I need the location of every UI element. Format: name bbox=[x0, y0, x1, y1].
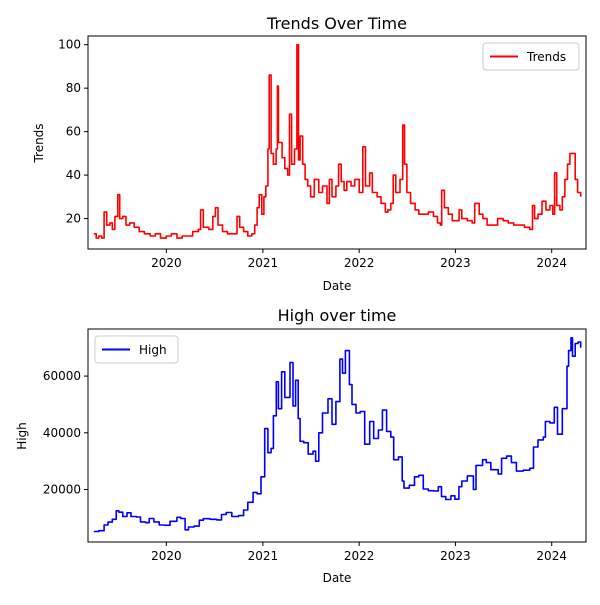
y-tick-label: 60000 bbox=[43, 369, 81, 383]
y-tick-label: 20 bbox=[66, 212, 81, 226]
x-tick-label: 2022 bbox=[344, 549, 375, 563]
x-tick-label: 2020 bbox=[151, 549, 182, 563]
legend: High bbox=[94, 335, 179, 364]
chart-title: Trends Over Time bbox=[266, 14, 407, 33]
x-tick-label: 2023 bbox=[440, 549, 471, 563]
trends-chart: Trends Over Time 2020 2021 2022 2023 2024 20… bbox=[32, 14, 587, 293]
chart-title: High over time bbox=[278, 306, 397, 325]
high-chart: High over time 2020 2021 2022 2023 2024 2000… bbox=[15, 306, 587, 585]
x-tick-label: 2024 bbox=[536, 549, 567, 563]
y-axis: 20000 40000 60000 bbox=[43, 369, 88, 497]
plot-area bbox=[93, 43, 582, 239]
y-axis-label: High bbox=[15, 422, 29, 450]
legend-box bbox=[94, 335, 179, 364]
legend-box bbox=[482, 42, 580, 71]
x-axis-label: Date bbox=[323, 571, 352, 585]
legend: Trends bbox=[482, 42, 580, 71]
x-tick-label: 2023 bbox=[440, 256, 471, 270]
y-tick-label: 20000 bbox=[43, 483, 81, 497]
x-axis: 2020 2021 2022 2023 2024 bbox=[151, 249, 567, 270]
y-tick-label: 40 bbox=[66, 168, 81, 182]
y-tick-label: 40000 bbox=[43, 426, 81, 440]
y-axis: 20 40 60 80 100 bbox=[58, 38, 88, 226]
legend-label: High bbox=[139, 343, 167, 357]
plot-area bbox=[93, 337, 582, 533]
series-line-high bbox=[93, 337, 582, 533]
x-tick-label: 2021 bbox=[248, 256, 279, 270]
x-tick-label: 2020 bbox=[151, 256, 182, 270]
x-axis-label: Date bbox=[323, 279, 352, 293]
y-tick-label: 80 bbox=[66, 81, 81, 95]
x-tick-label: 2024 bbox=[536, 256, 567, 270]
legend-label: Trends bbox=[526, 50, 566, 64]
y-axis-label: Trends bbox=[32, 123, 46, 163]
axes-frame bbox=[87, 328, 587, 543]
x-tick-label: 2021 bbox=[248, 549, 279, 563]
series-line-trends bbox=[93, 43, 582, 239]
x-tick-label: 2022 bbox=[344, 256, 375, 270]
axes-frame bbox=[87, 35, 587, 250]
y-tick-label: 100 bbox=[58, 38, 81, 52]
y-tick-label: 60 bbox=[66, 125, 81, 139]
x-axis: 2020 2021 2022 2023 2024 bbox=[151, 542, 567, 563]
